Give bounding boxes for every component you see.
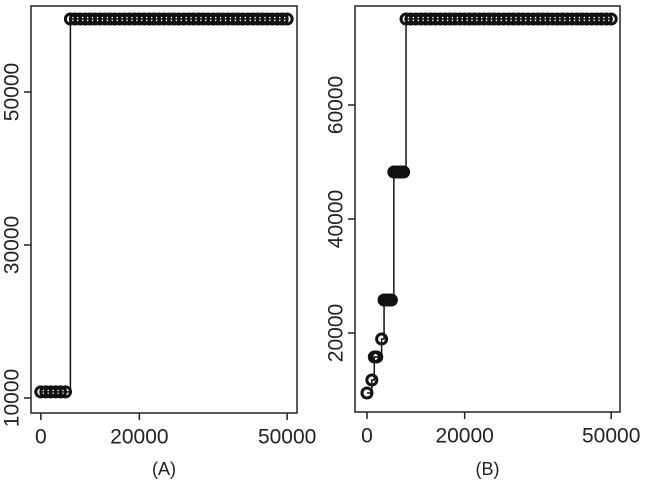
point xyxy=(375,332,389,346)
point xyxy=(58,385,72,399)
point xyxy=(275,12,289,26)
x-tick-label: 50000 xyxy=(258,426,316,449)
x-tick-label: 0 xyxy=(361,425,373,448)
x-axis-label: (B) xyxy=(476,459,500,479)
point xyxy=(384,293,398,307)
x-axis-label: (A) xyxy=(152,459,176,479)
point xyxy=(370,350,384,364)
point xyxy=(280,12,294,26)
x-tick-label: 20000 xyxy=(435,425,493,448)
step-line xyxy=(366,18,612,394)
plot-frame xyxy=(30,5,298,414)
step-line xyxy=(40,18,288,393)
panel: 0 20000 50000 10000 30000 50000 (A) xyxy=(1,5,316,479)
y-tick-label: 30000 xyxy=(1,216,24,274)
point xyxy=(360,386,374,400)
point xyxy=(397,165,411,179)
y-tick-label: 50000 xyxy=(1,63,24,121)
x-tick-label: 20000 xyxy=(110,426,168,449)
point xyxy=(604,12,618,26)
panel: 0 20000 50000 20000 40000 60000 (B) xyxy=(325,5,640,479)
y-tick-label: 60000 xyxy=(325,76,348,134)
point xyxy=(54,385,68,399)
y-tick-label: 10000 xyxy=(1,369,24,427)
y-tick-label: 40000 xyxy=(325,190,348,248)
point xyxy=(599,12,613,26)
point xyxy=(365,373,379,387)
x-tick-label: 0 xyxy=(35,426,47,449)
plot-frame xyxy=(354,5,621,413)
x-tick-label: 50000 xyxy=(582,425,640,448)
y-tick-label: 20000 xyxy=(325,304,348,362)
